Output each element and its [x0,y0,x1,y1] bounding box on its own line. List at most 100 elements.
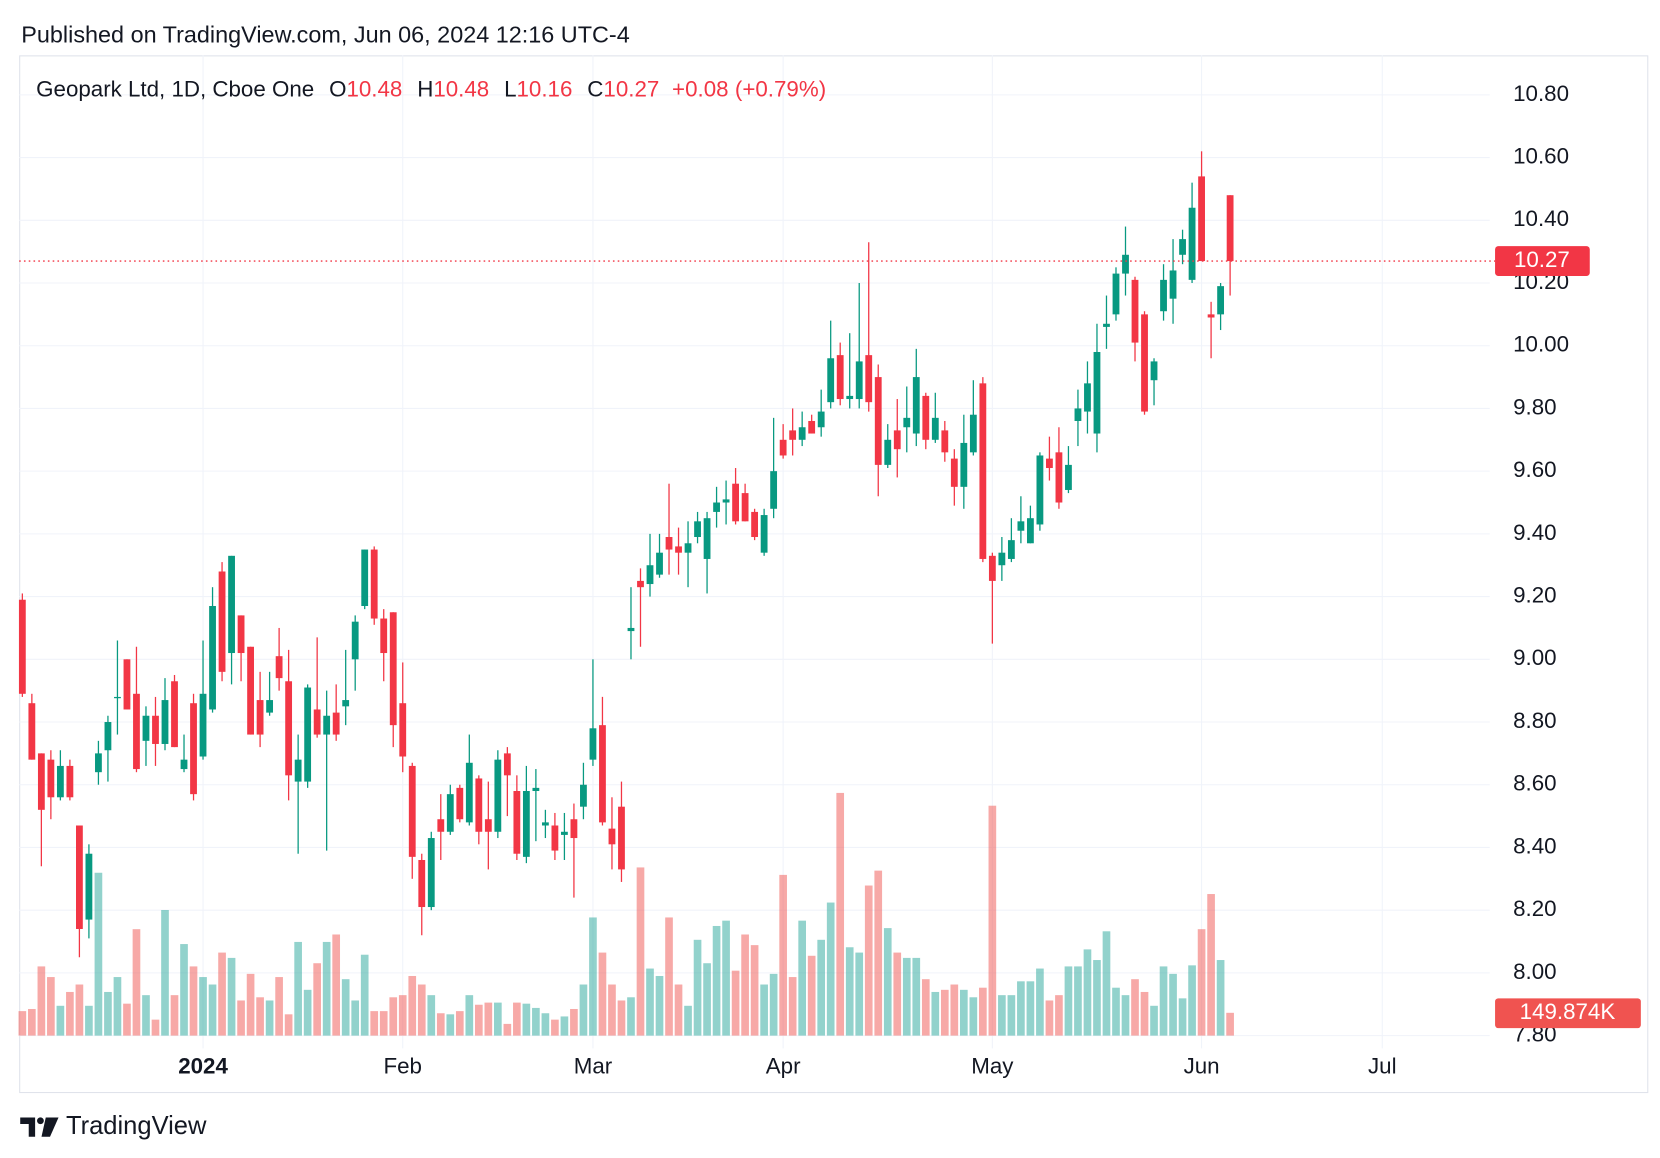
volume-bar [227,957,236,1036]
y-tick-label: 10.60 [1513,143,1569,168]
candle-body [741,493,749,522]
candle-body [1007,540,1015,559]
candle-body [637,580,644,588]
volume-bar [132,929,141,1036]
candle-body [389,612,397,726]
y-tick-label: 8.20 [1513,896,1556,921]
tradingview-logo: TradingView [20,1112,207,1140]
volume-bar [455,1011,464,1036]
x-tick-label: Jul [1368,1053,1397,1078]
candle-body [1188,207,1196,280]
volume-bar [37,966,46,1036]
candle-body [808,420,816,434]
volume-bar [275,977,283,1036]
volume-bar [1197,929,1206,1036]
volume-bar [522,1003,531,1036]
candle-body [827,358,835,403]
volume-bar [265,1000,274,1036]
volume-bar [18,1011,27,1036]
y-tick-label: 9.40 [1513,520,1556,545]
volume-bar [513,1002,521,1036]
volume-bar [284,1014,293,1036]
candle-body [751,511,759,538]
volume-bar [940,989,949,1036]
volume-bar [826,902,835,1036]
legend: Geopark Ltd, 1D, Cboe One O10.48 H10.48 L10… [36,76,826,101]
volume-bar [855,952,864,1036]
volume-bar [494,1002,502,1036]
legend-name: Geopark Ltd, 1D, Cboe One [36,76,314,101]
volume-bar [798,920,806,1036]
volume-bar [598,952,607,1036]
volume-bar [532,1007,540,1036]
candle-body [1084,383,1091,412]
candle-body [1074,408,1082,421]
candle-body [256,700,264,735]
candle-body [656,552,663,575]
volume-bar [998,995,1006,1036]
candle-body [979,383,987,559]
candle-body [209,605,216,710]
volume-bar [969,997,978,1036]
legend-change: +0.08 [672,76,728,101]
candle-body [427,838,435,908]
volume-bar [170,995,179,1036]
candle-body [1046,458,1053,469]
volume-bar [1112,987,1120,1036]
volume-bar [902,957,911,1036]
candle-body [266,700,274,713]
volume-bar [294,941,302,1036]
candle-body [998,552,1006,566]
candle-body [66,765,74,798]
candle-body [503,753,511,776]
candle-body [190,703,197,795]
candle-body [561,831,568,835]
volume-bar [484,1002,493,1036]
candle-body [1131,279,1139,343]
volume-bar [75,984,84,1036]
candle-body [437,819,445,832]
candle-body [380,618,388,654]
volume-bar [436,1013,445,1036]
volume-bar [912,957,921,1036]
candle-body [798,427,806,440]
candle-body [589,728,597,760]
candle-body [351,621,359,660]
candle-body [884,439,892,465]
volume-bar [351,1000,360,1036]
volume-bar [950,984,959,1036]
volume-bar [931,991,940,1036]
x-tick-label: 2024 [178,1053,228,1078]
candle-body [1103,323,1110,327]
y-tick-label: 9.20 [1513,582,1556,607]
candle-body [988,555,996,581]
volume-bar [94,872,103,1036]
volume-bar [379,1011,388,1036]
x-tick-label: Jun [1184,1053,1220,1078]
candle-body [684,543,692,553]
volume-bar [104,991,112,1036]
volume-bar [208,984,217,1036]
volume-bar [85,1005,93,1036]
volume-bar [817,939,826,1036]
candle-body [903,417,911,428]
candle-body [646,565,654,585]
volume-bar [370,1011,379,1036]
candle-body [1207,314,1215,318]
candle-body [713,502,720,512]
candle-body [171,681,178,748]
volume-bar [417,984,426,1036]
volume-bar [712,925,721,1036]
candle-body [855,361,863,400]
candle-body [950,458,958,487]
volume-bar [731,970,740,1036]
candle-body [1112,273,1120,315]
legend-value: 10.27 [603,76,659,101]
volume-bar [237,1000,245,1036]
volume-bar [1083,949,1092,1036]
volume-bar [788,977,797,1036]
volume-bar [503,1023,512,1036]
volume-bar [1131,979,1139,1036]
candle-body [570,819,578,839]
candle-body [28,703,36,760]
